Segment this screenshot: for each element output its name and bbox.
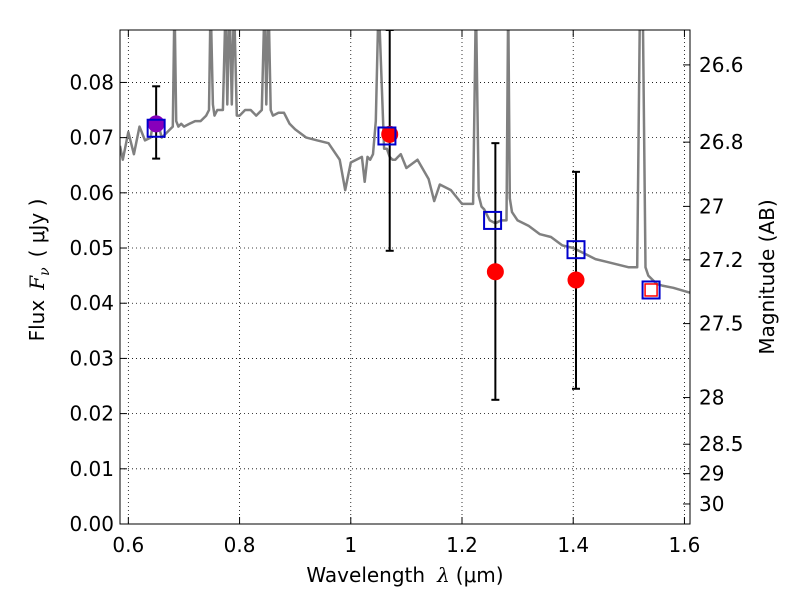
upper-limit-point — [644, 283, 658, 297]
x-tick-label: 0.6 — [112, 533, 144, 557]
observed-point — [486, 263, 504, 281]
y2-tick-label: 26.8 — [699, 130, 744, 154]
plot-frame — [119, 29, 691, 525]
y-tick-label: 0.01 — [69, 457, 114, 481]
y2-tick-label: 27.5 — [699, 312, 744, 336]
y-tick-label: 0.06 — [69, 181, 114, 205]
model-photometry-point — [641, 280, 661, 300]
x-tick-label: 1 — [344, 533, 357, 557]
y2-tick-label: 29 — [699, 462, 724, 486]
y2-tick-label: 27 — [699, 194, 724, 218]
model-photometry-point — [483, 210, 503, 230]
y-tick-label: 0.03 — [69, 346, 114, 370]
model-photometry-point — [377, 126, 397, 146]
y2-tick-label: 28.5 — [699, 432, 744, 456]
y2-tick-label: 30 — [699, 492, 724, 516]
model-spectrum-line — [120, 30, 690, 294]
y-tick-label: 0.00 — [69, 512, 114, 536]
y2-tick-label: 28 — [699, 386, 724, 410]
y-axis-label: FluxFν( μJy ) — [25, 199, 53, 342]
y-tick-label: 0.08 — [69, 70, 114, 94]
ticks: 0.6 0.8 1 1.2 1.4 1.6 0.00 0.01 0.02 0.03 0.04 0.05… — [69, 30, 744, 557]
y2-tick-label: 27.2 — [699, 248, 744, 272]
y-tick-label: 0.04 — [69, 291, 114, 315]
plot-area — [120, 30, 690, 524]
x-tick-label: 1.6 — [669, 533, 701, 557]
y2-tick-label: 26.6 — [699, 53, 744, 77]
model-photometry-point — [146, 118, 166, 138]
y-tick-label: 0.05 — [69, 236, 114, 260]
observed-point — [381, 125, 399, 143]
observed-point — [567, 271, 585, 289]
y-tick-label: 0.02 — [69, 402, 114, 426]
y-tick-label: 0.07 — [69, 126, 114, 150]
x-tick-label: 1.4 — [557, 533, 589, 557]
x-axis-label: Wavelength λ (μm) — [306, 563, 503, 587]
data-layer — [120, 30, 690, 401]
observed-point — [147, 115, 165, 133]
x-tick-label: 0.8 — [224, 533, 256, 557]
y2-axis-label: Magnitude (AB) — [755, 199, 779, 354]
model-photometry-point — [566, 240, 586, 260]
x-tick-label: 1.2 — [446, 533, 478, 557]
